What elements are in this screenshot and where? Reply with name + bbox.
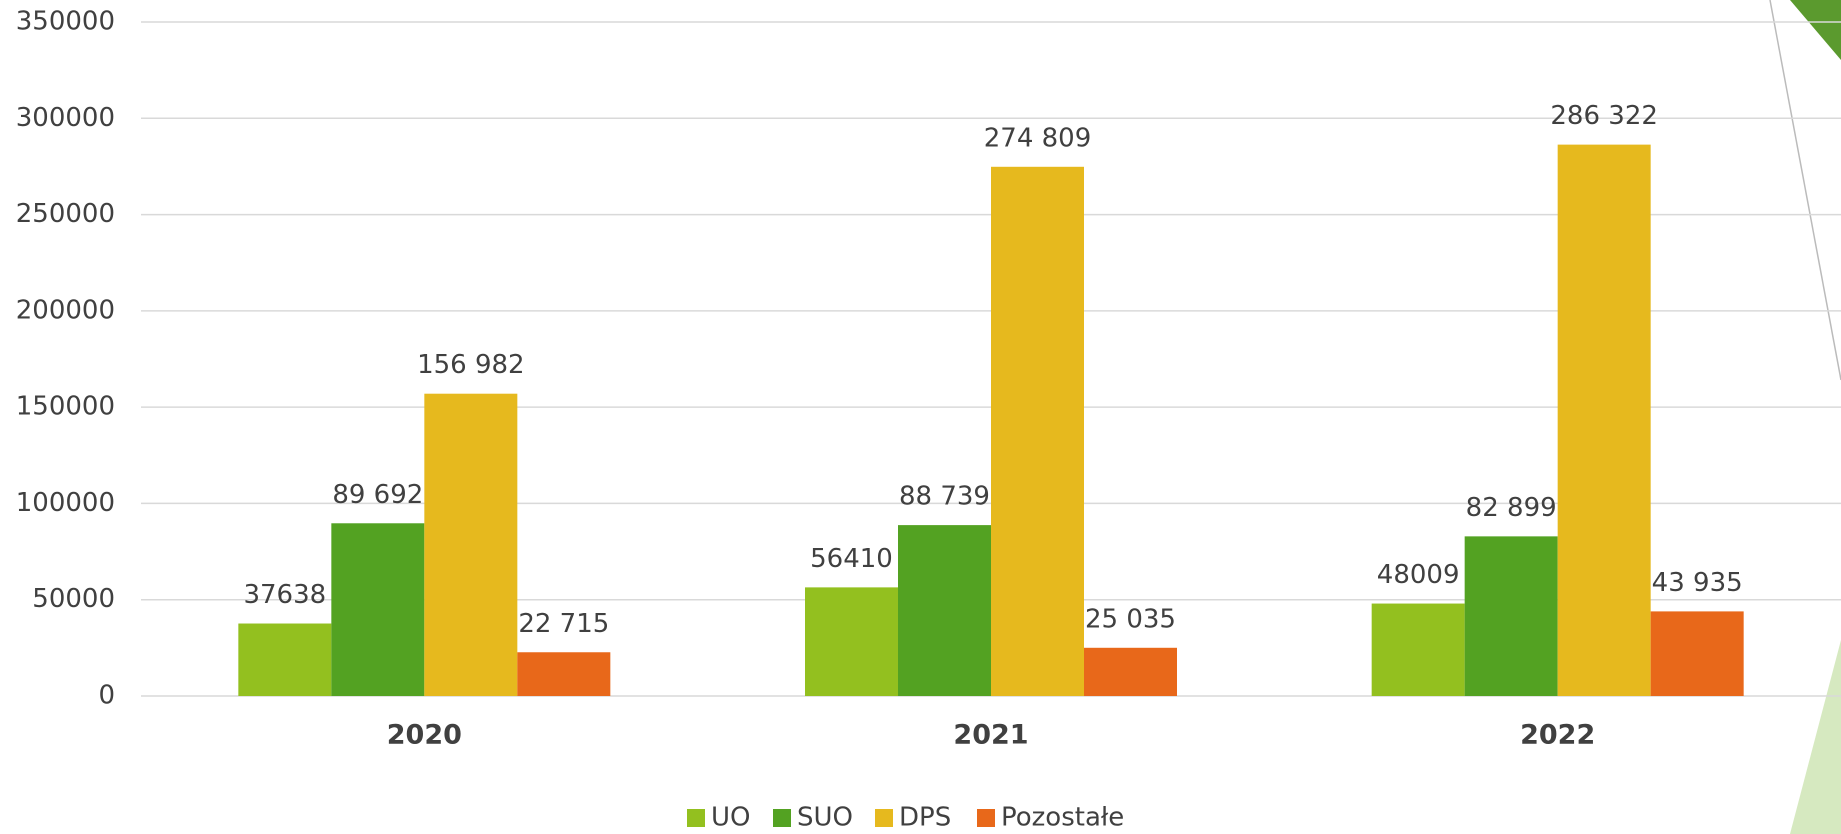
- x-tick-label: 2022: [1520, 720, 1595, 751]
- data-label: 156 982: [417, 350, 525, 380]
- bar: [991, 166, 1084, 696]
- x-tick-label: 2021: [953, 720, 1028, 751]
- legend-swatch: [875, 809, 893, 827]
- y-tick-label: 50000: [32, 584, 115, 614]
- y-tick-label: 200000: [16, 295, 115, 325]
- decoration: [1769, 0, 1841, 381]
- y-tick-label: 250000: [16, 199, 115, 229]
- bar: [1650, 611, 1744, 696]
- legend-label: DPS: [899, 803, 951, 833]
- x-tick-label: 2020: [387, 720, 462, 751]
- data-label: 25 035: [1085, 604, 1176, 634]
- data-label: 43 935: [1652, 568, 1743, 598]
- data-label: 22 715: [518, 609, 609, 639]
- data-label: 82 899: [1466, 493, 1557, 523]
- bar: [1371, 603, 1465, 696]
- legend-swatch: [687, 809, 705, 827]
- y-tick-label: 350000: [16, 7, 115, 37]
- legend-swatch: [977, 809, 995, 827]
- data-label: 88 739: [899, 482, 990, 512]
- legend-label: SUO: [797, 803, 853, 833]
- y-tick-label: 300000: [16, 103, 115, 133]
- legend-label: Pozostałe: [1001, 803, 1124, 833]
- decoration: [1790, 640, 1841, 834]
- data-label: 48009: [1377, 560, 1460, 590]
- y-tick-label: 150000: [16, 392, 115, 422]
- bar: [805, 587, 898, 696]
- bar: [898, 525, 991, 696]
- bar: [1464, 536, 1558, 696]
- legend-swatch: [773, 809, 791, 827]
- bar: [424, 393, 518, 696]
- bar: [331, 523, 425, 696]
- data-label: 274 809: [984, 123, 1092, 153]
- bar: [517, 652, 611, 696]
- legend-label: UO: [711, 803, 751, 833]
- bar: [1557, 144, 1651, 697]
- data-label: 286 322: [1550, 101, 1658, 131]
- y-tick-label: 100000: [16, 488, 115, 518]
- data-label: 37638: [243, 580, 326, 610]
- data-label: 56410: [810, 544, 893, 574]
- y-tick-label: 0: [98, 681, 115, 711]
- bar: [1084, 647, 1177, 696]
- bar: [238, 623, 332, 696]
- data-label: 89 692: [332, 480, 423, 510]
- decoration: [1790, 0, 1841, 60]
